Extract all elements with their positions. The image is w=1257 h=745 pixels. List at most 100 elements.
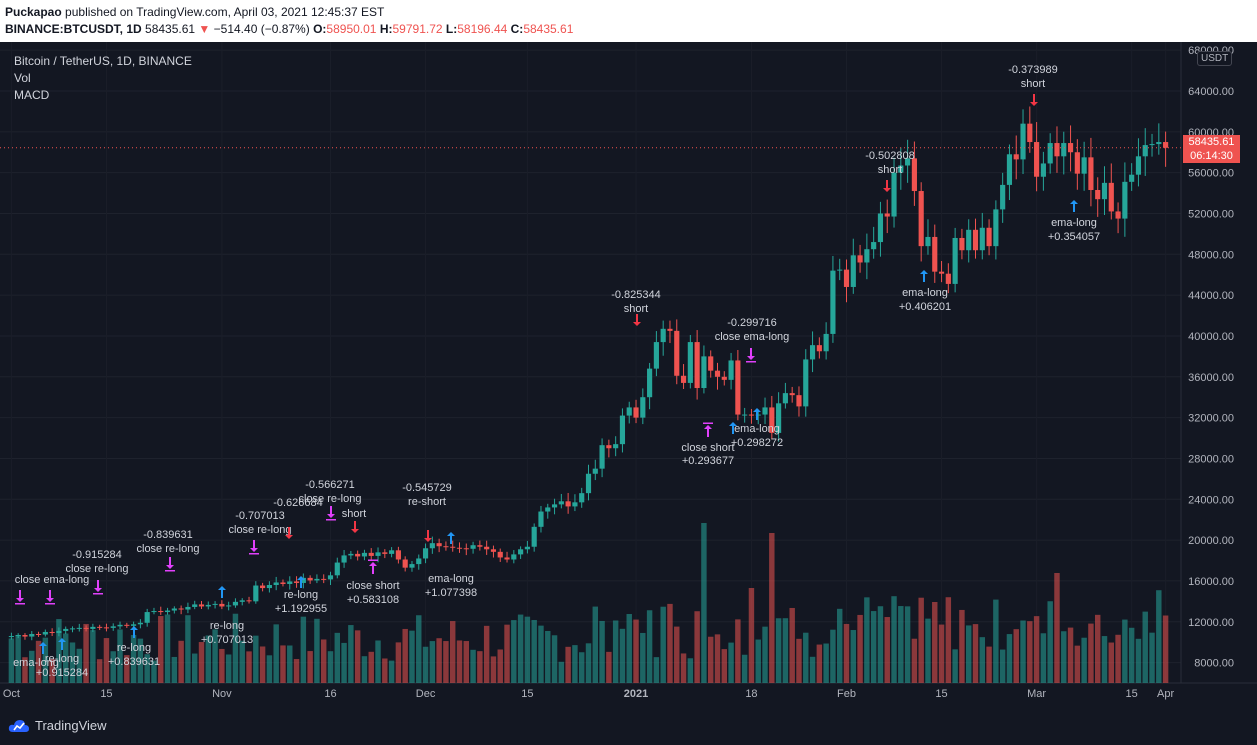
candle-body [619,415,626,445]
volume-bar [531,619,537,683]
candle-body [551,504,558,508]
strategy-label: ema-long [1051,217,1097,229]
candle-body [1081,157,1087,174]
volume-bar [572,645,578,683]
candle-body [809,345,816,360]
candle-body [158,611,164,613]
candle-body [1067,143,1074,153]
volume-bar [443,641,449,683]
candle-body [1135,156,1142,175]
up-arrow-icon [1070,200,1078,212]
strategy-label: +0.839631 [108,656,160,668]
volume-bar [151,660,157,683]
volume-bar [599,620,605,683]
legend-macd[interactable]: MACD [14,88,50,102]
candle-body [776,403,782,433]
candle-body [579,493,585,503]
candle-body [22,635,28,637]
up-arrow-icon [218,586,226,598]
currency-label[interactable]: USDT [1197,51,1233,66]
candle-body [1006,154,1013,185]
candle-body [1040,163,1046,177]
strategy-label: short [878,164,902,176]
up-arrow-icon [920,270,928,282]
price-chart[interactable]: 68000.0064000.0060000.0056000.0052000.00… [0,42,1257,706]
strategy-label: -0.707013 [235,510,285,522]
candle-body [1054,143,1060,157]
volume-bar [979,637,986,683]
x-tick-label: Nov [212,688,232,700]
volume-bar [334,632,341,683]
volume-bar [416,615,422,683]
x-tick-label: Mar [1027,688,1046,700]
volume-bar [225,654,232,683]
candle-body [898,165,904,173]
volume-bar [198,642,205,683]
volume-bar [633,619,639,683]
volume-bar [29,650,35,683]
candle-body [361,552,368,557]
candle-body [843,269,850,287]
candle-body [90,626,96,629]
legend-title[interactable]: Bitcoin / TetherUS, 1D, BINANCE [14,54,192,68]
publisher-name[interactable]: Puckapao [5,5,62,19]
candle-body [164,610,171,613]
candle-body [15,635,21,637]
candle-body [1095,190,1101,200]
candle-body [1163,142,1169,148]
volume-bar [925,618,931,683]
volume-bar [348,625,354,683]
volume-bar [35,640,42,683]
candle-body [327,575,334,580]
candle-body [952,237,958,284]
candle-body [239,600,245,602]
volume-bar [952,649,958,683]
y-tick-label: 20000.00 [1188,535,1234,547]
volume-bar [545,630,551,683]
candle-body [280,582,286,584]
volume-bar [395,642,402,683]
candle-body [932,236,938,272]
strategy-label: +0.406201 [899,301,951,313]
candle-body [606,445,612,449]
down-arrow-icon [94,580,102,592]
volume-bar [483,625,490,683]
open-label: O: [313,22,327,36]
candle-body [443,546,449,548]
candle-body [260,585,266,589]
volume-bar [361,656,368,683]
candle-body [918,191,924,247]
candle-body [8,636,14,638]
strategy-label: ema-long [13,657,59,669]
strategy-label: +0.707013 [201,634,253,646]
last-price: 58435.61 [145,22,196,36]
strategy-label: -0.566271 [305,479,355,491]
plot-area [0,42,1181,683]
up-arrow-icon [447,532,455,544]
volume-bar [300,616,307,683]
volume-bar [314,618,320,683]
legend-vol[interactable]: Vol [14,71,31,85]
candle-body [300,577,306,583]
candle-body [76,627,82,629]
candle-body [518,549,524,555]
strategy-label: re-long [210,620,244,632]
candle-body [966,229,972,251]
volume-bar [1135,638,1142,683]
volume-bar [1013,629,1019,683]
open-value: 58950.01 [326,22,377,36]
volume-bar [191,653,198,683]
volume-bar [578,652,585,683]
x-tick-label: 18 [745,688,757,700]
candle-body [42,631,48,635]
volume-bar [945,597,952,683]
volume-bar [1081,637,1087,683]
tradingview-logo[interactable]: TradingView [8,718,107,733]
volume-bar [911,638,918,683]
strategy-label: ema-long [734,423,780,435]
volume-bar [22,657,28,683]
brand-name: TradingView [35,718,107,733]
candle-body [626,407,632,416]
down-arrow-icon [351,521,359,533]
volume-bar [674,626,680,683]
